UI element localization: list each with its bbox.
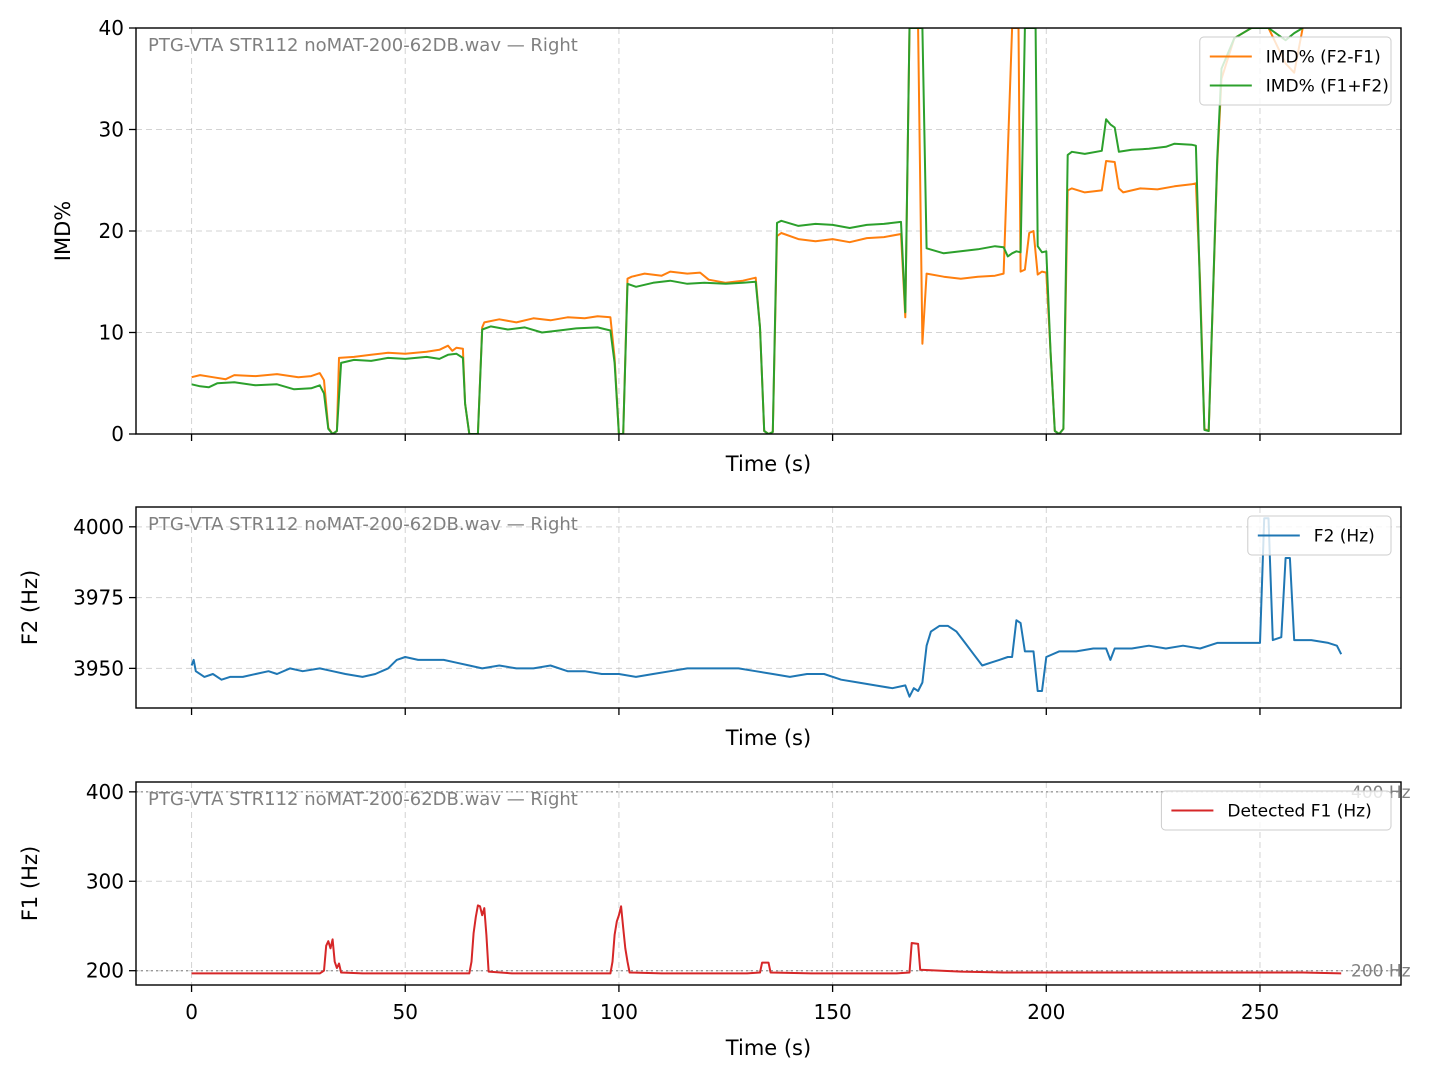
- y-axis-label: IMD%: [51, 201, 75, 261]
- x-axis-label: Time (s): [725, 1036, 811, 1060]
- series-line-1: [190, 517, 1343, 698]
- legend-label: F2 (Hz): [1314, 527, 1375, 547]
- panel-imd: 0 10 20 30 40 Time (s) IMD% PTG-VTA STR112 noMA…: [51, 16, 1402, 476]
- legend-box: [1199, 36, 1392, 106]
- y-tick-label: 20: [99, 219, 124, 243]
- legend: IMD% (F2-F1) IMD% (F1+F2): [1199, 36, 1392, 106]
- series-line-2: [191, 28, 1304, 434]
- legend-label: IMD% (F1+F2): [1266, 77, 1389, 97]
- y-axis-label: F2 (Hz): [18, 570, 42, 645]
- series-line-1: [191, 904, 1342, 975]
- panel-title: PTG-VTA STR112 noMAT-200-62DB.wav — Righ…: [148, 789, 578, 810]
- y-tick-label: 10: [99, 321, 124, 345]
- axes-frame: [135, 506, 1402, 709]
- y-tick-label: 4000: [73, 515, 124, 539]
- y-tick-label: 400: [86, 780, 124, 804]
- x-axis-label: Time (s): [725, 452, 811, 476]
- y-tick-label: 0: [111, 422, 124, 446]
- y-tick-label: 30: [99, 118, 124, 142]
- x-tick-label: 200: [1027, 1000, 1065, 1024]
- y-tick-label: 3950: [73, 656, 124, 680]
- panel-f2: 3950 3975 4000 Time (s) F2 (Hz) PTG-VTA STR11…: [18, 506, 1402, 750]
- axes-frame: [135, 781, 1402, 986]
- x-tick-label: 0: [185, 1000, 198, 1024]
- x-tick-label: 100: [600, 1000, 638, 1024]
- y-tick-label: 200: [86, 959, 124, 983]
- legend-box: [1160, 790, 1392, 831]
- y-axis-label: F1 (Hz): [18, 846, 42, 921]
- x-tick-label: 50: [393, 1000, 418, 1024]
- legend-label: IMD% (F2-F1): [1266, 48, 1381, 68]
- legend: F2 (Hz): [1247, 515, 1392, 556]
- x-axis-label: Time (s): [725, 726, 811, 750]
- reference-line-label: 200 Hz: [1351, 962, 1411, 982]
- panel-title: PTG-VTA STR112 noMAT-200-62DB.wav — Righ…: [148, 514, 578, 535]
- y-tick-label: 40: [99, 16, 124, 40]
- legend: Detected F1 (Hz): [1160, 790, 1392, 831]
- panel-title: PTG-VTA STR112 noMAT-200-62DB.wav — Righ…: [148, 35, 578, 56]
- x-tick-label: 150: [814, 1000, 852, 1024]
- legend-label: Detected F1 (Hz): [1227, 802, 1371, 822]
- y-tick-label: 3975: [73, 586, 124, 610]
- y-tick-label: 300: [86, 869, 124, 893]
- x-tick-label: 250: [1241, 1000, 1279, 1024]
- legend-box: [1247, 515, 1392, 556]
